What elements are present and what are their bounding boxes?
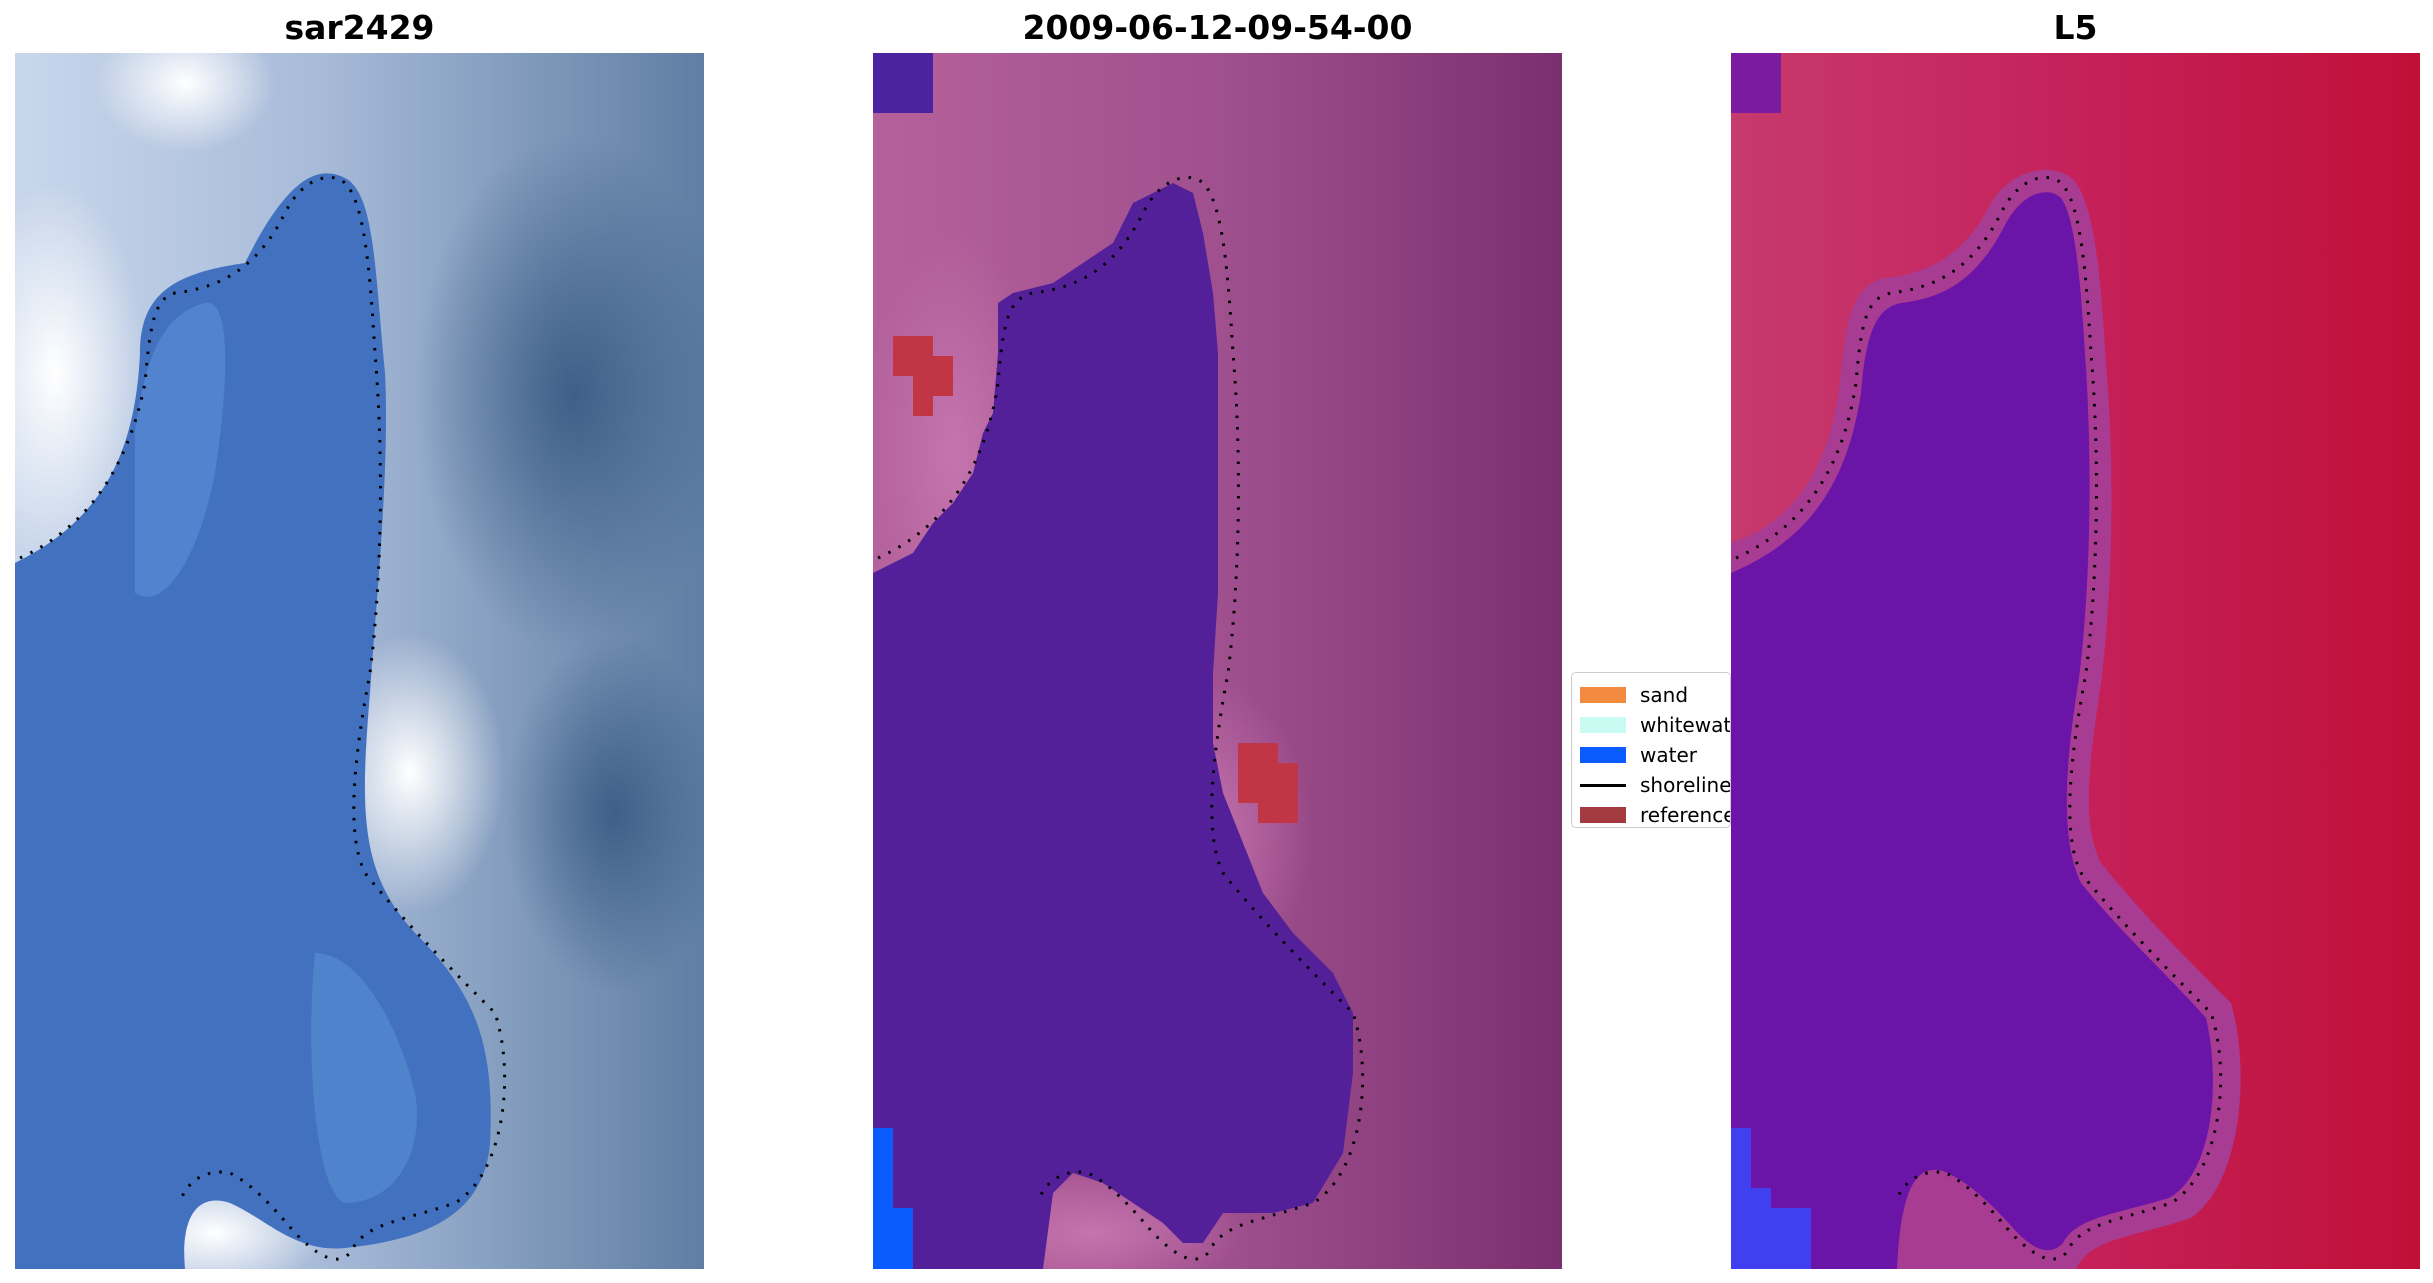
rgb-dark-patch-2 [505,633,704,993]
legend-label-whitewater: whitewater [1640,713,1731,737]
water-swatch [1580,747,1626,763]
index-image [1731,53,2420,1269]
panel-title-rgb: sar2429 [284,8,435,47]
reference-patch-3 [913,396,933,416]
rgb-image [15,53,704,1269]
reference-swatch [1580,807,1626,823]
panel-title-index: L5 [2053,8,2098,47]
legend-label-sand: sand [1640,683,1689,707]
legend-label-shoreline: shoreline [1640,773,1731,797]
classified-image [873,53,1562,1269]
rgb-bright-patch-1 [15,183,145,563]
legend-item-water: water [1580,741,1697,769]
legend-label-reference: reference [1640,803,1731,827]
legend-item-sand: sand [1580,681,1688,709]
legend-label-water: water [1640,743,1697,767]
rgb-image-panel [15,53,704,1269]
index-image-panel [1731,53,2420,1269]
reference-patch-5 [1258,763,1298,823]
index-corner-patch [1731,53,1781,113]
index-water-patch [1731,1128,1811,1269]
reference-patch-2 [913,356,953,396]
rgb-dark-patch-1 [415,133,704,653]
whitewater-swatch [1580,717,1626,733]
index-water-body [1731,192,2213,1269]
classified-corner-patch [873,53,933,113]
classified-water-body [873,183,1353,1269]
rgb-bright-patch-2 [95,53,275,153]
sand-swatch [1580,687,1626,703]
legend-item-reference: reference [1580,801,1731,827]
classified-image-panel [873,53,1562,1269]
rgb-water-shallow [135,302,226,597]
legend-item-shoreline: shoreline [1580,771,1731,799]
panel-title-classified: 2009-06-12-09-54-00 [1022,8,1413,47]
classified-water-patch [873,1128,913,1269]
shoreline-line-swatch [1580,783,1626,787]
legend: sand whitewater water shoreline referenc… [1571,672,1731,828]
shoreline-rgb [19,176,507,1261]
rgb-water-shallow-2 [311,953,417,1203]
legend-item-whitewater: whitewater [1580,711,1731,739]
